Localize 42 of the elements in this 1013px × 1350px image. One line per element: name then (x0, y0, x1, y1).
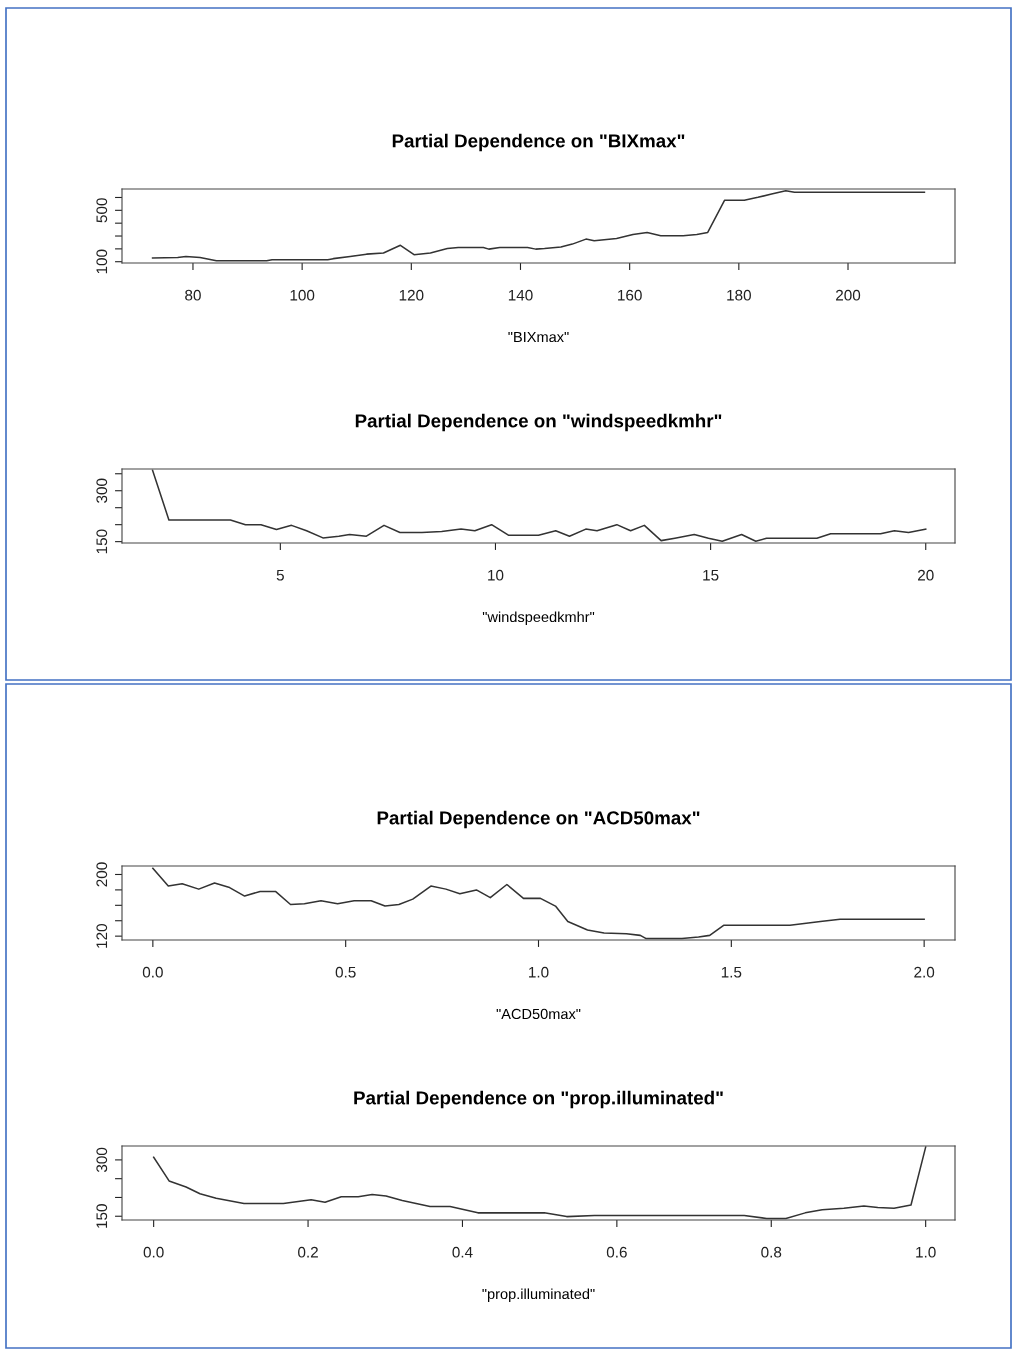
x-tick-label: 120 (399, 289, 424, 301)
x-axis-title: "ACD50max" (496, 1008, 581, 1020)
x-tick-label: 200 (836, 289, 861, 301)
chart-title: Partial Dependence on "windspeedkmhr" (355, 413, 722, 432)
x-tick-label: 140 (508, 289, 533, 301)
line-series (151, 469, 927, 543)
chart-title: Partial Dependence on "ACD50max" (377, 810, 700, 829)
y-tick-label: 150 (96, 1204, 108, 1228)
x-axis-title: "prop.illuminated" (482, 1288, 595, 1302)
y-tick-label: 300 (96, 478, 108, 503)
line-series (152, 867, 925, 940)
x-tick-label: 80 (185, 289, 201, 301)
y-tick-label: 500 (96, 198, 108, 223)
y-tick-label: 200 (96, 862, 108, 887)
x-tick-label: 0.0 (142, 966, 163, 978)
x-axis-title: "windspeedkmhr" (482, 611, 595, 625)
x-tick-label: 180 (727, 289, 751, 301)
line-series (152, 1146, 927, 1220)
x-tick-label: 0.2 (298, 1246, 318, 1258)
x-tick-label: 1.0 (529, 966, 549, 978)
chart-title: Partial Dependence on "BIXmax" (392, 133, 685, 152)
x-tick-label: 2.0 (914, 966, 935, 978)
x-tick-label: 1.0 (916, 1246, 936, 1258)
x-tick-label: 100 (290, 289, 315, 301)
x-tick-label: 5 (276, 569, 284, 581)
x-tick-label: 160 (618, 289, 642, 301)
x-axis-title: "BIXmax" (508, 331, 569, 343)
y-tick-label: 300 (96, 1147, 108, 1173)
x-tick-label: 0.8 (761, 1246, 782, 1258)
x-tick-label: 0.0 (143, 1246, 164, 1258)
x-tick-label: 0.6 (606, 1246, 627, 1258)
y-tick-label: 120 (96, 924, 108, 948)
x-tick-label: 20 (918, 569, 934, 581)
x-tick-label: 1.5 (721, 966, 742, 978)
x-tick-label: 0.5 (335, 966, 356, 978)
x-tick-label: 0.4 (452, 1246, 473, 1258)
y-tick-label: 150 (96, 529, 108, 554)
x-tick-label: 15 (703, 569, 719, 581)
line-series (151, 189, 926, 262)
chart-title: Partial Dependence on "prop.illuminated" (354, 1090, 723, 1109)
x-tick-label: 10 (488, 569, 504, 581)
y-tick-label: 100 (96, 249, 108, 274)
